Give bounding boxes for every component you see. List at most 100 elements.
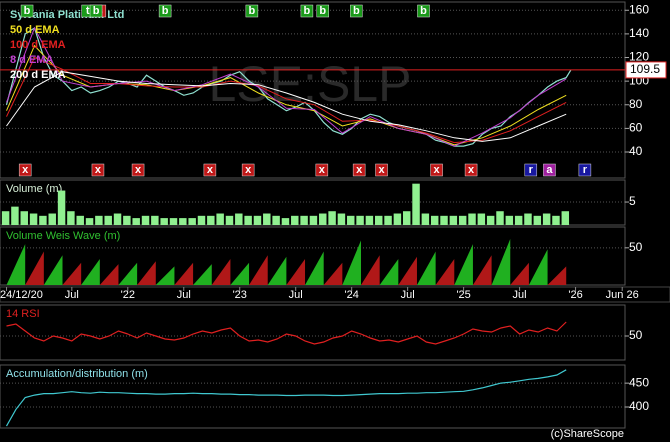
y-tick-label: 40 [629,144,643,158]
signal-box [89,4,103,18]
signal-box [315,163,329,177]
panel-title: Volume Weis Wave (m) [6,230,120,242]
signal-label: a [546,164,553,176]
signal-box [316,4,330,18]
volume-bar [421,213,430,225]
volume-bar [505,215,514,225]
volume-bar [113,213,122,225]
signal-box [245,4,259,18]
y-tick-label: 50 [629,328,643,342]
volume-bar [95,215,103,225]
signal-box [464,163,478,177]
signal-label: b [420,5,427,17]
volume-bar [393,213,402,225]
volume-bar [29,213,38,225]
signal-box [578,163,592,177]
signal-label: b [248,5,255,17]
volume-bar [365,215,374,225]
series-line [6,321,567,345]
volume-bar [486,215,495,225]
series-line [5,369,567,427]
wave [472,255,492,285]
volume-bar [207,215,215,225]
volume-bar [225,215,234,225]
volume-bar [477,213,486,225]
y-tick-label: 120 [629,50,649,64]
volume-bar [272,215,280,225]
volume-bar [39,215,47,225]
wave [174,262,194,285]
signal-label: x [22,164,29,176]
volume-bar [160,218,168,225]
volume-bar [328,211,336,225]
signal-box [203,163,217,177]
x-tick-label: Jul [289,289,303,301]
signal-label: b [162,5,169,17]
wave [99,264,119,285]
signal-label: x [207,164,214,176]
signal-label: t [86,5,90,17]
volume-bar [384,215,392,225]
volume-bar [468,213,476,225]
signal-box [158,4,172,18]
wave [454,244,473,285]
x-tick-label: Jul [401,289,415,301]
y-tick-label: 140 [629,26,649,40]
legend-entry: 8 d EMA [10,54,53,66]
wave [193,264,212,285]
signal-label: x [468,164,475,176]
last-price-label: 109.5 [630,62,660,76]
volume-bar [169,218,178,225]
volume-bar [440,215,448,225]
signal-label: x [95,164,102,176]
volume-bar [1,211,10,225]
wave [547,266,567,285]
wave [249,255,268,285]
signal-box [91,163,105,177]
wave [25,251,44,285]
volume-bar [197,215,206,225]
wave [342,240,362,285]
x-tick-label: '22 [121,289,135,301]
wave [416,251,436,285]
wave [379,258,399,285]
signal-label: x [434,164,441,176]
wave [435,258,455,285]
wave [305,251,324,285]
signal-box [18,163,32,177]
signal-box [350,4,363,18]
panel [0,1,626,179]
series-line [6,71,567,142]
date-strip [0,286,670,303]
volume-bar [235,213,243,225]
volume-bar [561,211,570,225]
panel-title: Accumulation/distribution (m) [6,368,148,380]
wave [43,255,63,285]
x-tick-label: '25 [456,289,470,301]
signal-box [375,163,388,177]
panel-title: 14 RSI [6,308,40,320]
volume-bar [347,215,355,225]
wave [398,256,417,285]
y-tick-label: 160 [629,2,649,16]
legend-entry: 200 d EMA [10,69,66,81]
signal-box [417,4,430,18]
signal-label: x [378,164,385,176]
volume-bar [123,215,131,225]
y-tick-label: 5 [629,194,636,208]
signal-box [543,163,556,177]
volume-bar [188,218,196,225]
signal-box [131,163,145,177]
volume-bar [402,211,411,225]
volume-bar [216,213,224,225]
volume-bar [300,215,308,225]
x-tick-label: Jul [177,289,191,301]
volume-bar [524,213,532,225]
volume-bar [412,183,420,225]
volume-bar [319,213,327,225]
signal-label: b [353,5,360,17]
y-tick-label: 80 [629,97,643,111]
panel [0,364,626,429]
series-line [6,26,567,147]
